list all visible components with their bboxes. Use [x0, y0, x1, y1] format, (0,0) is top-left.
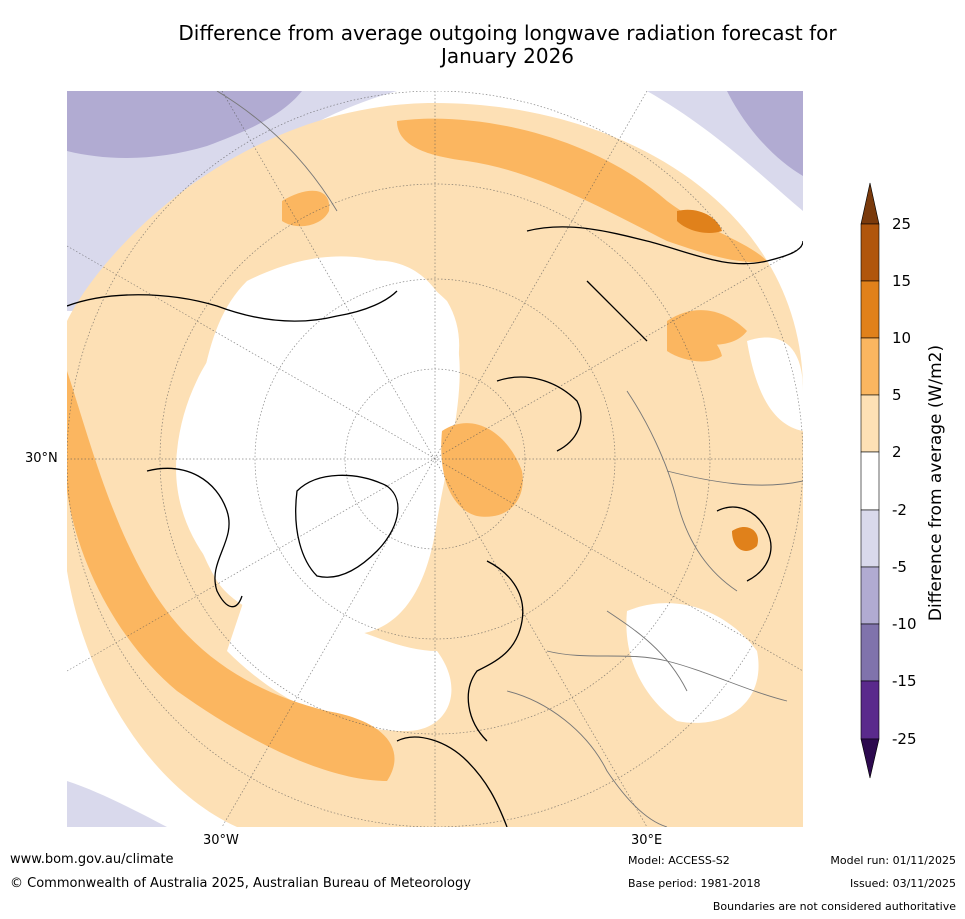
lon-label-30e: 30°E — [631, 833, 663, 848]
colorbar — [860, 182, 880, 779]
colorbar-tick-neg10: -10 — [892, 615, 917, 633]
anomaly-positive-atlantic-band — [67, 371, 395, 781]
anomaly-positive-central-asia — [667, 310, 747, 345]
colorbar-title: Difference from average (W/m2) — [926, 344, 946, 622]
colorbar-extend-min — [860, 738, 880, 779]
website-link[interactable]: www.bom.gov.au/climate — [10, 852, 174, 867]
lat-label-30n: 30°N — [25, 451, 58, 466]
anomaly-positive-scandinavia — [441, 423, 523, 517]
colorbar-tick-25: 25 — [892, 215, 912, 233]
anomaly-negative-top-left-strong — [67, 91, 302, 158]
colorbar-bin-neg2-2 — [860, 451, 880, 511]
colorbar-tick-2: 2 — [892, 443, 902, 461]
colorbar-bin-15-25 — [860, 223, 880, 282]
anomaly-positive-north-pacific — [397, 118, 767, 262]
colorbar-bin-2-5 — [860, 394, 880, 453]
title-line-1: Difference from average outgoing longwav… — [178, 21, 837, 45]
disclaimer: Boundaries are not considered authoritat… — [712, 900, 956, 913]
model-name: Model: ACCESS-S2 — [628, 854, 730, 867]
colorbar-tick-neg2: -2 — [892, 501, 907, 519]
anomaly-neutral-arctic — [186, 256, 460, 620]
colorbar-bin-neg5-neg2 — [860, 509, 880, 568]
anomaly-negative-bottom-left — [67, 781, 167, 827]
lon-label-30w: 30°W — [203, 833, 239, 848]
anomaly-strong-positive-east-asia — [732, 526, 758, 551]
issued-date: Issued: 03/11/2025 — [849, 877, 956, 890]
colorbar-bin-neg25-neg15 — [860, 680, 880, 740]
colorbar-bin-neg15-neg10 — [860, 623, 880, 682]
colorbar-tick-10: 10 — [892, 329, 912, 347]
colorbar-tick-neg5: -5 — [892, 558, 907, 576]
colorbar-bin-10-15 — [860, 280, 880, 339]
colorbar-tick-neg15: -15 — [892, 672, 917, 690]
anomaly-strong-positive-north-pacific — [677, 209, 722, 233]
colorbar-bin-neg10-neg5 — [860, 566, 880, 625]
chart-title: Difference from average outgoing longwav… — [100, 22, 915, 68]
colorbar-tick-neg25: -25 — [892, 730, 917, 748]
anomaly-neutral-east — [747, 337, 803, 431]
anomaly-neutral-atlantic — [227, 591, 452, 731]
coastlines — [67, 226, 803, 827]
title-line-2: January 2026 — [440, 44, 575, 68]
graticule — [67, 91, 803, 827]
colorbar-extend-max — [860, 182, 880, 225]
colorbar-tick-15: 15 — [892, 272, 912, 290]
colorbar-tick-5: 5 — [892, 386, 902, 404]
colorbar-bin-5-10 — [860, 337, 880, 396]
anomaly-neutral-asia — [626, 603, 759, 723]
forecast-map — [67, 91, 803, 827]
base-period: Base period: 1981-2018 — [628, 877, 761, 890]
model-run: Model run: 01/11/2025 — [830, 854, 956, 867]
copyright-text: © Commonwealth of Australia 2025, Austra… — [10, 876, 471, 891]
boundaries — [216, 91, 803, 827]
anomaly-positive-alaska — [282, 190, 330, 227]
anomaly-negative-top-right-strong — [727, 91, 803, 176]
